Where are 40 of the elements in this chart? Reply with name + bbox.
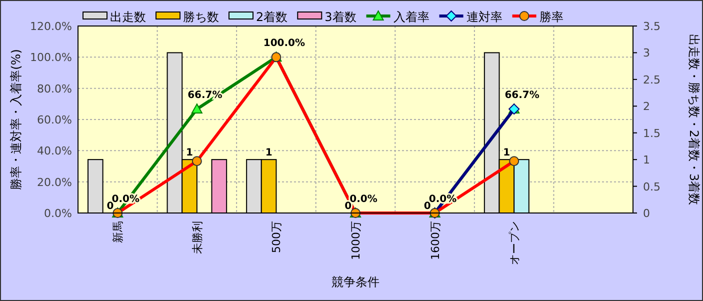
legend-label: 入着率 [393, 10, 430, 24]
y-axis-title: 勝率・連対率・入着率(%) [9, 49, 23, 190]
y-tick-label: 40.0% [37, 144, 72, 158]
legend-label: 連対率 [466, 10, 502, 24]
x-tick-label: 未勝利 [190, 221, 204, 254]
data-label: 66.7% [504, 90, 540, 102]
data-label: 1 [503, 148, 510, 159]
legend-label: 出走数 [110, 10, 146, 24]
data-label: 0 [424, 201, 431, 212]
x-tick-label: 新馬 [112, 221, 125, 243]
y2-tick-label: 0 [643, 207, 650, 220]
data-label: 1 [265, 148, 272, 159]
y-tick-label: 0.0% [44, 207, 72, 220]
data-label: 0 [344, 201, 352, 212]
x-tick-label: オープン [508, 221, 522, 265]
legend-label: 勝ち数 [183, 10, 219, 24]
legend-label: 3着数 [324, 10, 356, 24]
x-tick-label: 1000万 [350, 221, 362, 260]
legend-label: 勝率 [539, 10, 564, 24]
x-axis-title: 競争条件 [332, 275, 380, 289]
point [191, 104, 202, 114]
y2-tick-label: 3 [643, 46, 650, 60]
y2-tick-label: 1 [643, 154, 650, 167]
legend-label: 2着数 [256, 10, 288, 24]
data-label: 1 [186, 148, 194, 159]
x-tick-label: 500万 [270, 221, 284, 253]
y-tick-label: 20.0% [37, 176, 72, 189]
y2-tick-label: 2.5 [643, 73, 660, 86]
y-tick-label: 120.0% [30, 20, 72, 33]
y-tick-label: 60.0% [37, 114, 72, 126]
y-tick-label: 80.0% [37, 82, 72, 96]
y2-axis-title: 出走数・勝ち数・2着数・3着数 [687, 34, 701, 206]
y2-tick-label: 0.5 [643, 180, 660, 194]
y2-tick-label: 2 [643, 100, 650, 114]
data-label: 0 [106, 201, 114, 212]
data-label: 100.0% [263, 38, 306, 50]
x-tick-label: 1600万 [428, 221, 442, 260]
y2-tick-label: 3.5 [643, 20, 660, 33]
y2-tick-label: 1.5 [643, 126, 660, 140]
y-tick-label: 100.0% [30, 51, 72, 64]
